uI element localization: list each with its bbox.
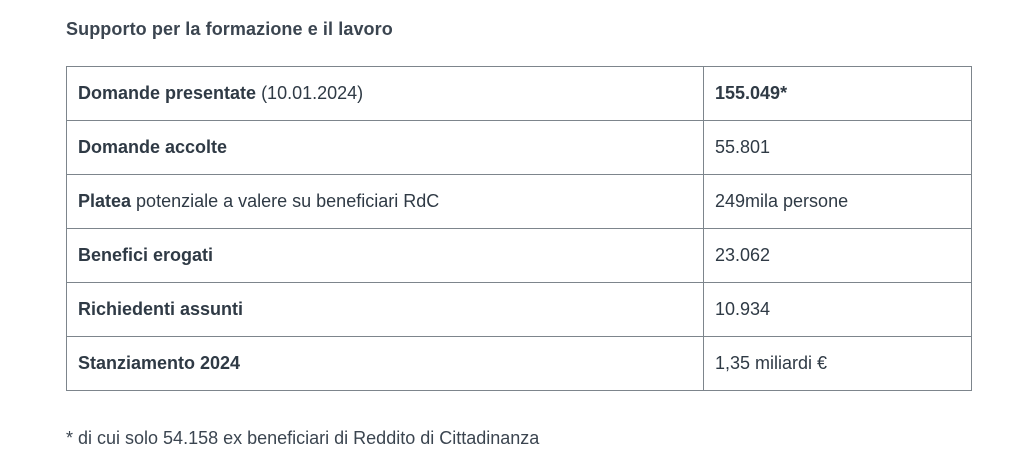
row-value: 10.934 (703, 282, 972, 337)
row-label-bold: Platea (78, 191, 132, 211)
row-value: 23.062 (703, 228, 972, 283)
row-label-bold: Domande presentate (78, 83, 257, 103)
table-row: Benefici erogati 23.062 (66, 228, 972, 283)
table-row: Domande presentate (10.01.2024) 155.049* (66, 66, 972, 121)
row-label: Richiedenti assunti (66, 282, 704, 337)
row-label-detail: (10.01.2024) (256, 83, 364, 103)
row-label: Domande presentate (10.01.2024) (66, 66, 704, 121)
row-value: 1,35 miliardi € (703, 336, 972, 391)
table-row: Platea potenziale a valere su beneficiar… (66, 174, 972, 229)
row-label-bold: Stanziamento 2024 (78, 353, 241, 373)
page-title: Supporto per la formazione e il lavoro (66, 19, 393, 39)
footnote: * di cui solo 54.158 ex beneficiari di R… (66, 428, 540, 448)
row-label: Domande accolte (66, 120, 704, 175)
row-label: Platea potenziale a valere su beneficiar… (66, 174, 704, 229)
row-value: 55.801 (703, 120, 972, 175)
row-label-bold: Domande accolte (78, 137, 228, 157)
row-label-bold: Benefici erogati (78, 245, 214, 265)
row-label: Benefici erogati (66, 228, 704, 283)
table-row: Richiedenti assunti 10.934 (66, 282, 972, 337)
row-value: 155.049* (703, 66, 972, 121)
table-row: Domande accolte 55.801 (66, 120, 972, 175)
row-label-detail: potenziale a valere su beneficiari RdC (131, 191, 440, 211)
row-label-bold: Richiedenti assunti (78, 299, 244, 319)
row-label: Stanziamento 2024 (66, 336, 704, 391)
stats-table: Domande presentate (10.01.2024) 155.049*… (66, 66, 972, 391)
table-row: Stanziamento 2024 1,35 miliardi € (66, 336, 972, 391)
row-value: 249mila persone (703, 174, 972, 229)
